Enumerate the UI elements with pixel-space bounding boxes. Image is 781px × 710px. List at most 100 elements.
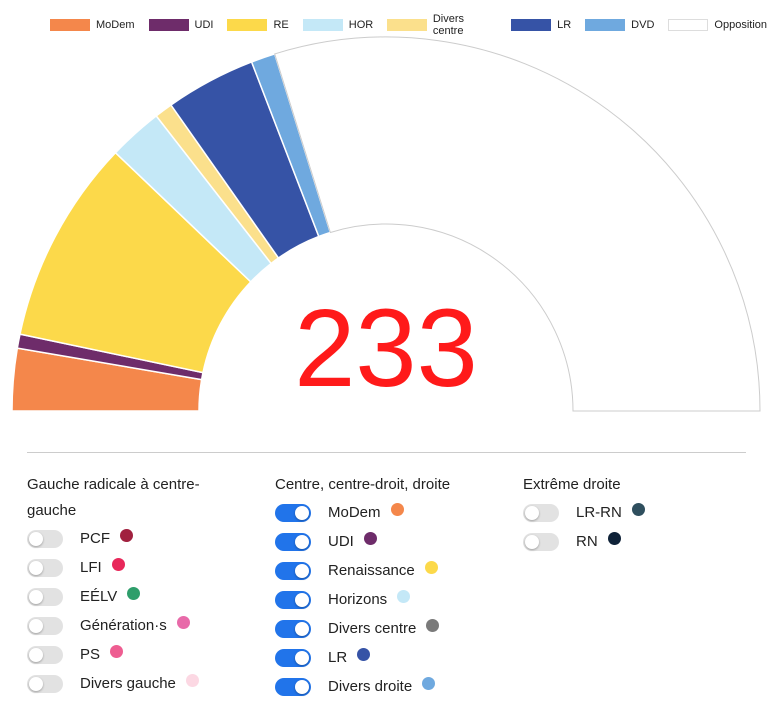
filter-row: EÉLV — [27, 582, 275, 611]
party-dot — [363, 532, 377, 545]
toggle[interactable] — [27, 616, 63, 635]
toggle-knob — [29, 589, 43, 604]
group-title: Extrême droite — [523, 476, 621, 493]
center-value: 233 — [294, 287, 478, 410]
filter-row: Génération·s — [27, 611, 275, 640]
filter-label: PCF — [80, 530, 110, 547]
legend-swatch — [302, 19, 343, 31]
toggle-knob — [525, 505, 539, 520]
filter-label: RN — [576, 533, 598, 550]
legend-entry: LR — [511, 19, 571, 31]
legend-label: Divers centre — [432, 13, 465, 37]
legend-entry: RE — [227, 19, 289, 31]
filter-group: Gauche radicale à centre-gauche PCF LFI EÉL… — [27, 472, 275, 701]
legend-swatch — [227, 19, 268, 31]
segment — [274, 36, 761, 412]
group-title: Gauche radicale à centre-gauche — [27, 476, 200, 519]
party-dot — [120, 529, 133, 542]
toggle-knob — [295, 679, 309, 694]
filter-row: Divers gauche — [27, 669, 275, 698]
toggle[interactable] — [275, 677, 311, 696]
filter-label: LR-RN — [576, 504, 622, 521]
filter-label: Divers gauche — [80, 675, 176, 692]
legend-swatch — [511, 19, 552, 31]
toggle[interactable] — [27, 529, 63, 548]
filter-row: UDI — [275, 527, 523, 556]
legend-entry: Opposition — [668, 19, 767, 31]
toggle[interactable] — [275, 590, 311, 609]
filter-group: Centre, centre-droit, droite MoDem UDI Rena… — [275, 472, 523, 701]
filter-row: MoDem — [275, 498, 523, 527]
party-dot — [176, 616, 190, 629]
filter-row: PS — [27, 640, 275, 669]
toggle-knob — [29, 560, 43, 575]
toggle[interactable] — [523, 503, 559, 522]
toggle-knob — [295, 592, 309, 607]
toggle[interactable] — [27, 645, 63, 664]
party-dot — [397, 590, 411, 603]
party-dot — [424, 561, 438, 574]
party-dot — [607, 532, 621, 545]
legend-entry: MoDem — [50, 19, 135, 31]
legend-label: RE — [273, 19, 289, 31]
legend-swatch — [585, 19, 626, 31]
toggle-knob — [295, 563, 309, 578]
toggle-knob — [29, 647, 43, 662]
toggle[interactable] — [275, 561, 311, 580]
legend-label: Opposition — [714, 19, 767, 31]
filter-row: RN — [523, 527, 771, 556]
toggle[interactable] — [275, 619, 311, 638]
legend-swatch — [387, 19, 427, 31]
legend-label: HOR — [348, 19, 374, 31]
toggle[interactable] — [275, 648, 311, 667]
filter-row: LFI — [27, 553, 275, 582]
filter-label: MoDem — [328, 504, 381, 521]
filter-label: Divers centre — [328, 620, 417, 637]
legend-swatch — [148, 19, 189, 31]
toggle-knob — [295, 621, 309, 636]
filter-label: Génération·s — [80, 617, 167, 634]
toggle[interactable] — [275, 503, 311, 522]
legend-label: UDI — [194, 19, 214, 31]
party-dot — [110, 645, 124, 658]
toggle[interactable] — [27, 674, 63, 693]
party-dot — [357, 648, 371, 661]
legend: MoDem UDI RE HOR Divers centre LR DVD Oppositio… — [50, 13, 781, 37]
filter-label: Renaissance — [328, 562, 415, 579]
filter-row: Horizons — [275, 585, 523, 614]
legend-swatch — [668, 19, 709, 31]
toggle[interactable] — [523, 532, 559, 551]
filter-label: LR — [328, 649, 348, 666]
party-dot — [111, 558, 125, 571]
divider — [27, 452, 746, 453]
filter-row: Divers droite — [275, 672, 523, 701]
party-dot — [390, 503, 404, 516]
group-title: Centre, centre-droit, droite — [275, 476, 451, 493]
toggle[interactable] — [27, 587, 63, 606]
filter-row: PCF — [27, 524, 275, 553]
party-dot — [631, 503, 645, 516]
toggle[interactable] — [27, 558, 63, 577]
toggle[interactable] — [275, 532, 311, 551]
legend-label: LR — [557, 19, 572, 31]
filter-row: Divers centre — [275, 614, 523, 643]
party-dot — [426, 619, 440, 632]
filters: Gauche radicale à centre-gauche PCF LFI EÉL… — [27, 472, 771, 701]
party-dot — [185, 674, 199, 687]
legend-entry: Divers centre — [387, 13, 497, 37]
legend-entry: HOR — [302, 19, 374, 31]
filter-label: Divers droite — [328, 678, 413, 695]
toggle-knob — [29, 618, 43, 633]
toggle-knob — [29, 676, 43, 691]
filter-group: Extrême droite LR-RN RN — [523, 472, 771, 701]
toggle-knob — [295, 534, 309, 549]
legend-label: MoDem — [96, 19, 135, 31]
legend-swatch — [50, 19, 90, 31]
toggle-knob — [29, 531, 43, 546]
filter-row: LR-RN — [523, 498, 771, 527]
toggle-knob — [295, 505, 309, 520]
filter-label: LFI — [80, 559, 102, 576]
party-dot — [127, 587, 141, 600]
filter-row: Renaissance — [275, 556, 523, 585]
